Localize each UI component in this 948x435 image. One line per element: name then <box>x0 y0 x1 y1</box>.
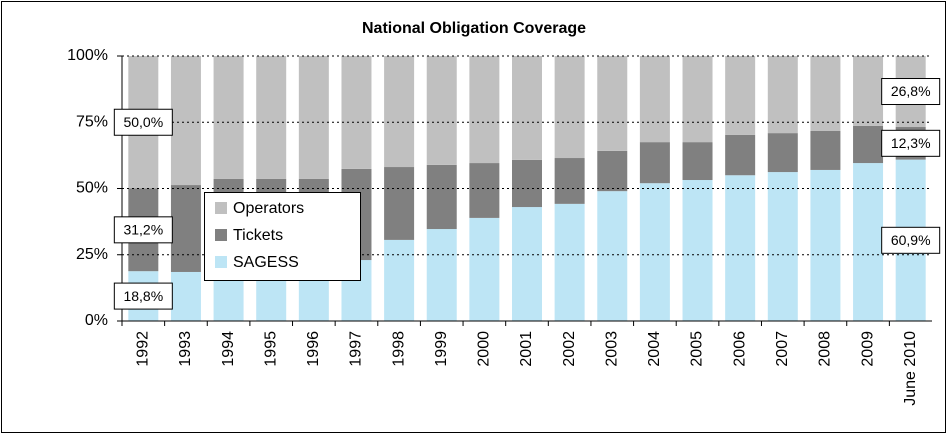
x-tick-label: 2008 <box>817 331 834 367</box>
bar-segment <box>597 56 628 151</box>
bar-segment <box>597 150 628 192</box>
bar-segment <box>810 56 841 131</box>
bar-segment <box>682 180 713 321</box>
bar-segment <box>639 56 670 143</box>
data-label-box <box>881 78 941 106</box>
y-tick-label: 25% <box>76 246 108 263</box>
data-label: 31,2% <box>123 222 163 238</box>
data-label-box <box>113 282 173 310</box>
bar-segment <box>810 169 841 321</box>
y-tick-label: 75% <box>76 113 108 130</box>
bar-segment <box>853 56 884 126</box>
bar-segment <box>384 167 415 240</box>
x-tick-label: June 2010 <box>902 331 919 406</box>
x-tick-label: 2001 <box>518 331 535 367</box>
bar-segment <box>767 133 798 173</box>
bar-segment <box>853 163 884 321</box>
bar-segment <box>512 56 542 160</box>
y-tick-label: 100% <box>67 47 108 64</box>
bar-segment <box>213 56 244 179</box>
bar-segment <box>554 203 585 321</box>
x-tick-label: 2004 <box>646 331 663 367</box>
bar-segment <box>512 159 542 208</box>
bar-segment <box>554 158 585 204</box>
x-tick-label: 2006 <box>731 331 748 367</box>
bar-segment <box>725 134 756 176</box>
data-label: 26,8% <box>891 83 931 99</box>
bar-segment <box>298 56 329 179</box>
data-label-box <box>881 129 941 157</box>
bar-segment <box>554 56 585 159</box>
legend-label: Tickets <box>233 227 283 244</box>
bar-segment <box>639 183 670 321</box>
bar-segment <box>170 271 201 321</box>
bar-segment <box>426 56 457 165</box>
bar-segment <box>426 164 457 230</box>
data-label-box <box>113 216 173 244</box>
x-tick-label: 1998 <box>390 331 407 367</box>
x-tick-label: 2003 <box>603 331 620 367</box>
bar-segment <box>725 175 756 321</box>
bar-segment <box>682 142 713 181</box>
bar-segment <box>469 56 500 164</box>
x-tick-label: 1992 <box>135 331 152 367</box>
legend-label: SAGESS <box>233 254 299 271</box>
legend-label: Operators <box>233 200 304 217</box>
bar-segment <box>256 56 287 179</box>
bar-segment <box>170 185 201 272</box>
bar-segment <box>469 217 500 321</box>
bar-segment <box>810 130 841 170</box>
bar-segment <box>639 142 670 184</box>
data-label: 18,8% <box>123 288 163 304</box>
bar-segment <box>682 56 713 143</box>
bar-segment <box>384 56 415 168</box>
bar-segment <box>384 239 415 321</box>
legend-swatch <box>215 256 227 268</box>
x-tick-label: 1997 <box>348 331 365 367</box>
x-tick-label: 2005 <box>689 331 706 367</box>
x-tick-label: 1995 <box>262 331 279 367</box>
bar-segment <box>341 56 372 169</box>
y-tick-label: 50% <box>76 180 108 197</box>
x-tick-label: 1996 <box>305 331 322 367</box>
legend-swatch <box>215 202 227 214</box>
bar-segment <box>512 207 542 321</box>
chart-title: National Obligation Coverage <box>362 20 586 37</box>
x-tick-label: 2009 <box>859 331 876 367</box>
bar-segment <box>767 172 798 321</box>
x-tick-label: 2007 <box>774 331 791 367</box>
bar-segment <box>426 229 457 321</box>
data-label: 50,0% <box>123 114 163 130</box>
data-label-box <box>881 226 941 254</box>
bar-segment <box>767 56 798 134</box>
bar-segment <box>597 191 628 321</box>
bar-segment <box>725 56 756 135</box>
data-label: 60,9% <box>891 232 931 248</box>
bar-segment <box>853 125 884 164</box>
x-tick-label: 1999 <box>433 331 450 367</box>
legend-swatch <box>215 229 227 241</box>
data-label: 12,3% <box>891 135 931 151</box>
x-tick-label: 1993 <box>177 331 194 367</box>
data-label-box <box>113 108 173 136</box>
bar-segment <box>469 163 500 218</box>
x-tick-label: 2000 <box>476 331 493 367</box>
y-tick-label: 0% <box>85 312 108 329</box>
legend-box <box>204 192 361 281</box>
x-tick-label: 1994 <box>220 331 237 367</box>
x-tick-label: 2002 <box>561 331 578 367</box>
bar-segment <box>170 56 201 186</box>
